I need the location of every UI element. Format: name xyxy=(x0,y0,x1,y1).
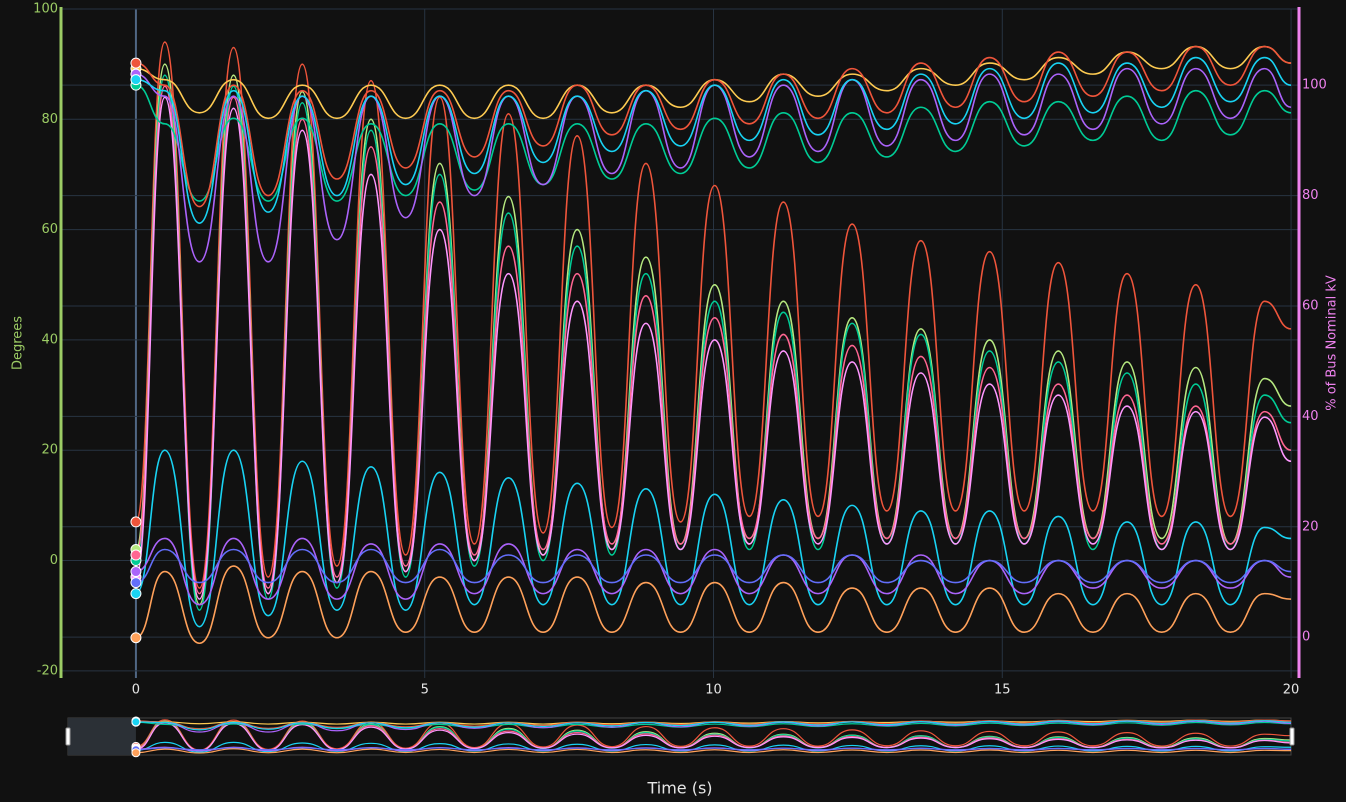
y-tick-label: 40 xyxy=(41,332,58,347)
slider-line xyxy=(135,748,1292,754)
start-marker xyxy=(130,516,142,528)
y-axis-title: Degrees xyxy=(11,316,26,370)
y2-tick-label: 40 xyxy=(1302,409,1319,424)
y2-axis-title: % of Bus Nominal kV xyxy=(1325,275,1340,411)
line xyxy=(135,84,1292,202)
slider-handle[interactable] xyxy=(1289,727,1295,746)
start-marker xyxy=(130,632,142,644)
line xyxy=(135,565,1292,645)
line xyxy=(135,45,1292,208)
grid xyxy=(62,8,1298,678)
start-marker xyxy=(130,57,142,69)
x-tick-label: 5 xyxy=(421,683,429,698)
y-tick-label: 100 xyxy=(33,2,58,17)
slider-line xyxy=(135,747,1292,751)
slider-marker xyxy=(131,717,141,727)
y-tick-label: 20 xyxy=(41,443,58,458)
slider-marker xyxy=(131,748,141,758)
y2-tick-label: 20 xyxy=(1302,519,1319,534)
y-tick-label: -20 xyxy=(37,663,58,678)
line xyxy=(135,56,1292,224)
y-tick-label: 80 xyxy=(41,112,58,127)
x-tick-label: 0 xyxy=(132,683,140,698)
line xyxy=(135,537,1292,606)
slider-line xyxy=(135,720,1292,731)
line xyxy=(135,449,1292,628)
y-tick-label: 0 xyxy=(50,553,58,568)
slider-handle[interactable] xyxy=(65,727,71,746)
axes: 0 5 10 15 20 -20 0 20 40 60 80 100 0 20 40 60 80 100 xyxy=(33,2,1327,698)
x-axis-title: Time (s) xyxy=(646,779,712,798)
start-marker xyxy=(130,588,142,600)
y2-tick-label: 60 xyxy=(1302,298,1319,313)
y2-tick-label: 100 xyxy=(1302,78,1327,93)
start-marker xyxy=(130,577,142,589)
line xyxy=(135,96,1292,600)
x-tick-label: 20 xyxy=(1283,683,1300,698)
slider-line xyxy=(135,722,1292,752)
line xyxy=(135,548,1292,584)
x-tick-label: 15 xyxy=(994,683,1011,698)
plot-area xyxy=(130,41,1292,645)
start-marker xyxy=(130,566,142,578)
y2-tick-label: 80 xyxy=(1302,188,1319,203)
slider-mask xyxy=(68,718,136,755)
x-tick-label: 10 xyxy=(705,683,722,698)
start-marker xyxy=(130,549,142,561)
start-marker xyxy=(130,74,142,86)
range-slider[interactable] xyxy=(65,716,1295,758)
y-tick-label: 60 xyxy=(41,222,58,237)
y2-tick-label: 0 xyxy=(1302,630,1310,645)
line xyxy=(135,45,1292,120)
slider-line xyxy=(135,719,1292,751)
